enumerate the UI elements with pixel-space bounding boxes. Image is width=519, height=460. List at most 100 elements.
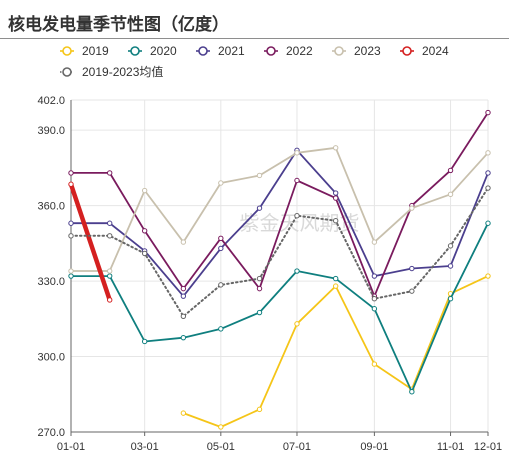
data-point: [256, 309, 263, 316]
data-point: [332, 218, 339, 224]
data-point: [141, 228, 148, 234]
data-point: [485, 170, 491, 176]
series-2019: [180, 273, 491, 430]
data-point: [409, 389, 415, 395]
data-point: [218, 235, 224, 242]
data-point: [294, 321, 300, 327]
data-point: [107, 233, 113, 239]
y-tick-label: 330.0: [37, 276, 65, 288]
data-point: [218, 282, 224, 288]
data-point: [332, 190, 339, 196]
data-point: [332, 145, 339, 151]
data-point: [371, 361, 378, 367]
data-point: [447, 263, 454, 269]
data-point: [371, 273, 378, 279]
series-2023: [68, 145, 491, 274]
data-point: [141, 250, 148, 257]
legend-label: 2019-2023均值: [82, 64, 163, 79]
data-point: [332, 283, 339, 289]
series-layer: [68, 109, 491, 430]
legend-label: 2022: [286, 44, 313, 58]
y-tick-label: 390.0: [37, 125, 65, 137]
legend-label: 2019: [82, 44, 109, 58]
y-tick-label: 300.0: [37, 352, 65, 364]
data-point: [447, 191, 454, 198]
data-point: [68, 268, 74, 274]
legend-swatch-marker: [334, 46, 344, 56]
series-line: [70, 187, 489, 318]
data-point: [218, 180, 224, 186]
x-tick-label: 07-01: [283, 441, 311, 453]
legend-swatch-marker: [402, 46, 412, 56]
data-point: [371, 306, 378, 312]
data-point: [141, 338, 148, 345]
legend-swatch-marker: [62, 67, 72, 77]
data-point: [409, 205, 415, 211]
data-point: [447, 295, 454, 302]
y-tick-label: 270.0: [37, 427, 65, 439]
x-tick-label: 09-01: [360, 441, 388, 453]
legend-item-2022[interactable]: 2022: [264, 44, 313, 58]
data-point: [180, 285, 187, 292]
x-tick-label: 11-01: [437, 441, 464, 453]
data-point: [180, 410, 187, 416]
data-point: [485, 185, 491, 191]
data-point: [332, 275, 339, 282]
legend-label: 2021: [218, 44, 245, 58]
data-point: [68, 170, 74, 176]
series-2019-2023均值: [68, 185, 491, 320]
grid: [70, 99, 489, 433]
legend-swatch-marker: [266, 46, 276, 56]
series-2022: [68, 109, 491, 299]
legend[interactable]: 2019 2020 2021 2022 2023 2024 2019-2023均值: [60, 44, 449, 79]
series-line: [70, 222, 489, 393]
data-point: [180, 293, 187, 299]
data-point: [107, 220, 113, 226]
data-point: [485, 150, 491, 156]
data-point: [447, 243, 454, 249]
data-point: [180, 334, 187, 341]
data-point: [256, 275, 263, 282]
series-2024: [68, 181, 113, 303]
x-tick-label: 01-01: [57, 441, 85, 453]
data-point: [409, 288, 415, 294]
legend-swatch-marker: [62, 46, 72, 56]
data-point: [218, 424, 224, 430]
data-point: [294, 268, 300, 274]
data-point: [218, 326, 224, 332]
data-point: [294, 177, 300, 184]
series-line: [70, 149, 489, 298]
legend-item-2024[interactable]: 2024: [400, 44, 449, 58]
data-point: [409, 265, 415, 272]
series-2020: [68, 220, 491, 395]
y-tick-label: 360.0: [37, 201, 65, 213]
data-point: [141, 187, 148, 194]
legend-item-2019[interactable]: 2019: [60, 44, 109, 58]
data-point: [256, 172, 263, 179]
legend-label: 2024: [422, 44, 449, 58]
chart-title: 核电发电量季节性图（亿度）: [8, 15, 229, 34]
axes: 270.0 300.0 330.0 360.0 390.0 402.0 01-01 03-01…: [37, 95, 502, 453]
data-point: [485, 109, 491, 116]
title-divider: [0, 38, 509, 39]
legend-label: 2020: [150, 44, 177, 58]
data-point: [371, 239, 378, 245]
data-point: [180, 313, 187, 320]
data-point: [332, 195, 339, 201]
data-point: [256, 285, 263, 292]
legend-item-2021[interactable]: 2021: [196, 44, 245, 58]
data-point: [485, 273, 491, 279]
legend-item-2020[interactable]: 2020: [128, 44, 177, 58]
data-point: [218, 245, 224, 252]
series-line: [182, 275, 489, 428]
data-point: [68, 181, 74, 187]
data-point: [294, 212, 300, 219]
data-point: [256, 205, 263, 211]
series-line: [70, 111, 489, 298]
data-point: [447, 167, 454, 174]
series-2021: [68, 147, 491, 299]
legend-item-2019-2023均值[interactable]: 2019-2023均值: [60, 64, 163, 79]
series-line: [68, 182, 112, 303]
legend-item-2023[interactable]: 2023: [332, 44, 381, 58]
data-point: [256, 406, 263, 413]
